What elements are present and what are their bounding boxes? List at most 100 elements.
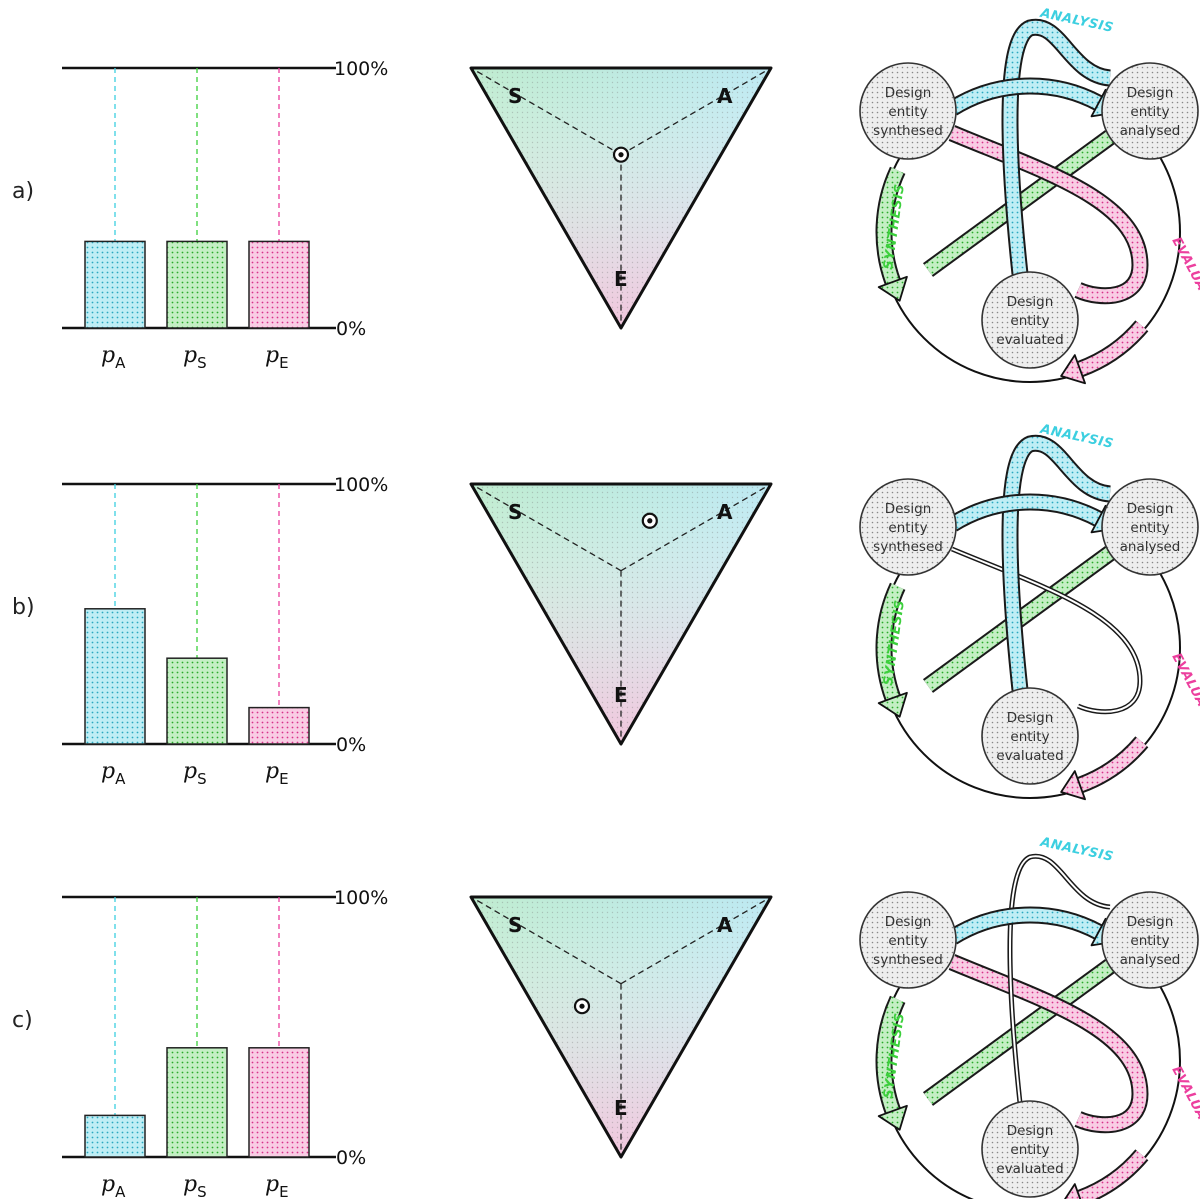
bar-pA: [84, 608, 146, 745]
row-label: a): [12, 179, 34, 204]
bar-label-pS: pS: [183, 343, 207, 372]
bar-pA: [84, 1114, 146, 1158]
vertex-label-A: A: [717, 913, 733, 937]
median-A: [620, 67, 772, 156]
label-100pct: 100%: [334, 887, 388, 909]
node-analysed: Design entity analysed: [1101, 891, 1199, 989]
row-c: c)100%0%pA pS pES AEANALYSISSYNTHESISEVALUA…: [12, 835, 1200, 1199]
vertex-label-S: S: [508, 500, 522, 524]
flow-evaluation-arc: [1077, 737, 1147, 792]
bar-label-pE: pE: [265, 759, 289, 788]
state-marker-dot: [618, 152, 624, 158]
node-evaluated-line-2: entity: [1010, 729, 1049, 745]
arrowhead-evaluation: [1060, 770, 1086, 801]
node-analysed-circle: [1101, 62, 1199, 160]
bar-label-pS: pS: [183, 1172, 207, 1199]
link-synth-to-evaluation-outline: [951, 546, 1143, 715]
flow-evaluation-arc: [1077, 1150, 1147, 1199]
bar-label-pE: pE: [265, 343, 289, 372]
bar-chart: 100%0%pA pS pE: [62, 474, 388, 788]
bar-label-sub: A: [115, 770, 126, 788]
process-cycle: ANALYSISSYNTHESISEVALUATIONDesignentitys…: [859, 422, 1200, 801]
median-S: [470, 67, 622, 156]
arrowhead-synthesis: [877, 275, 908, 302]
ternary-triangle: S A E: [469, 66, 773, 330]
flow-analysis-arc: [949, 495, 1102, 530]
flow-synthesis-arc: [877, 583, 904, 701]
bar-pS: [166, 240, 228, 329]
flow-label-evaluation: EVALUATION: [1168, 1064, 1200, 1155]
bar-label-sub: E: [279, 770, 288, 788]
node-analysed-line-3: analysed: [1120, 539, 1181, 555]
node-evaluated-line-3: evaluated: [996, 1161, 1063, 1177]
bar-label-pE: pE: [265, 1172, 289, 1199]
bar-label-pA: pA: [101, 343, 126, 372]
bar-pS: [166, 1047, 228, 1158]
node-analysed-line-1: Design: [1127, 914, 1174, 930]
label-0pct: 0%: [336, 318, 366, 340]
node-analysed-line-3: analysed: [1120, 123, 1181, 139]
bar-label-main: p: [101, 1172, 115, 1197]
median-S: [470, 483, 622, 572]
bar-pE: [248, 1047, 310, 1158]
bar-label-main: p: [265, 1172, 279, 1197]
node-analysed-line-1: Design: [1127, 85, 1174, 101]
node-synthesised-line-2: entity: [888, 520, 927, 536]
bar-label-main: p: [265, 343, 279, 368]
bar-pA: [84, 240, 146, 329]
flow-label-evaluation: EVALUATION: [1168, 235, 1200, 326]
bar-label-main: p: [183, 1172, 197, 1197]
flow-analysis-arc: [949, 79, 1102, 114]
bar-pE: [248, 706, 310, 745]
flow-label-evaluation: EVALUATION: [1168, 651, 1200, 742]
bar-pE: [248, 240, 310, 329]
node-evaluated: Design entity evaluated: [981, 687, 1079, 785]
node-synthesised: Design entity synthesed: [859, 62, 957, 160]
ternary-triangle: S A E: [469, 482, 773, 746]
node-evaluated-line-2: entity: [1010, 1142, 1049, 1158]
node-evaluated-line-1: Design: [1007, 710, 1054, 726]
node-synthesised-line-3: synthesed: [873, 952, 943, 968]
ternary-triangle: S A E: [469, 895, 773, 1159]
label-0pct: 0%: [336, 1147, 366, 1169]
node-evaluated: Design entity evaluated: [981, 1100, 1079, 1198]
bar-label-pA: pA: [101, 1172, 126, 1199]
node-evaluated-line-3: evaluated: [996, 748, 1063, 764]
node-synthesised-line-2: entity: [888, 933, 927, 949]
flow-evaluation-arc: [1077, 321, 1147, 376]
label-0pct: 0%: [336, 734, 366, 756]
vertex-label-A: A: [717, 500, 733, 524]
bar-label-sub: A: [115, 354, 126, 372]
node-evaluated-line-1: Design: [1007, 294, 1054, 310]
node-synthesised-line-3: synthesed: [873, 539, 943, 555]
node-evaluated: Design entity evaluated: [981, 271, 1079, 369]
node-synthesised-line-3: synthesed: [873, 123, 943, 139]
bar-label-pS: pS: [183, 759, 207, 788]
node-analysed: Design entity analysed: [1101, 62, 1199, 160]
node-analysed-line-3: analysed: [1120, 952, 1181, 968]
flow-synthesis-arc: [877, 167, 904, 285]
node-analysed-circle: [1101, 891, 1199, 989]
bar-label-main: p: [183, 343, 197, 368]
label-100pct: 100%: [334, 474, 388, 496]
median-A: [620, 896, 772, 985]
row-b: b)100%0%pA pS pES AEANALYSISSYNTHESISEVALUA…: [12, 422, 1200, 801]
median-A: [620, 483, 772, 572]
label-100pct: 100%: [334, 58, 388, 80]
link-eval-to-analysis: [1003, 20, 1112, 275]
triangle-outline: [469, 895, 773, 1159]
bar-label-main: p: [183, 759, 197, 784]
vertex-label-S: S: [508, 84, 522, 108]
node-synthesised: Design entity synthesed: [859, 891, 957, 989]
bar-label-pA: pA: [101, 759, 126, 788]
node-synthesised-circle: [859, 62, 957, 160]
node-evaluated-line-1: Design: [1007, 1123, 1054, 1139]
bar-pS: [166, 657, 228, 745]
link-synth-to-evaluation: [949, 127, 1147, 303]
node-synthesised-line-1: Design: [885, 85, 932, 101]
vertex-label-E: E: [614, 1096, 628, 1120]
node-synthesised-line-1: Design: [885, 501, 932, 517]
node-analysed-line-2: entity: [1130, 520, 1169, 536]
state-marker-dot: [579, 1003, 585, 1009]
